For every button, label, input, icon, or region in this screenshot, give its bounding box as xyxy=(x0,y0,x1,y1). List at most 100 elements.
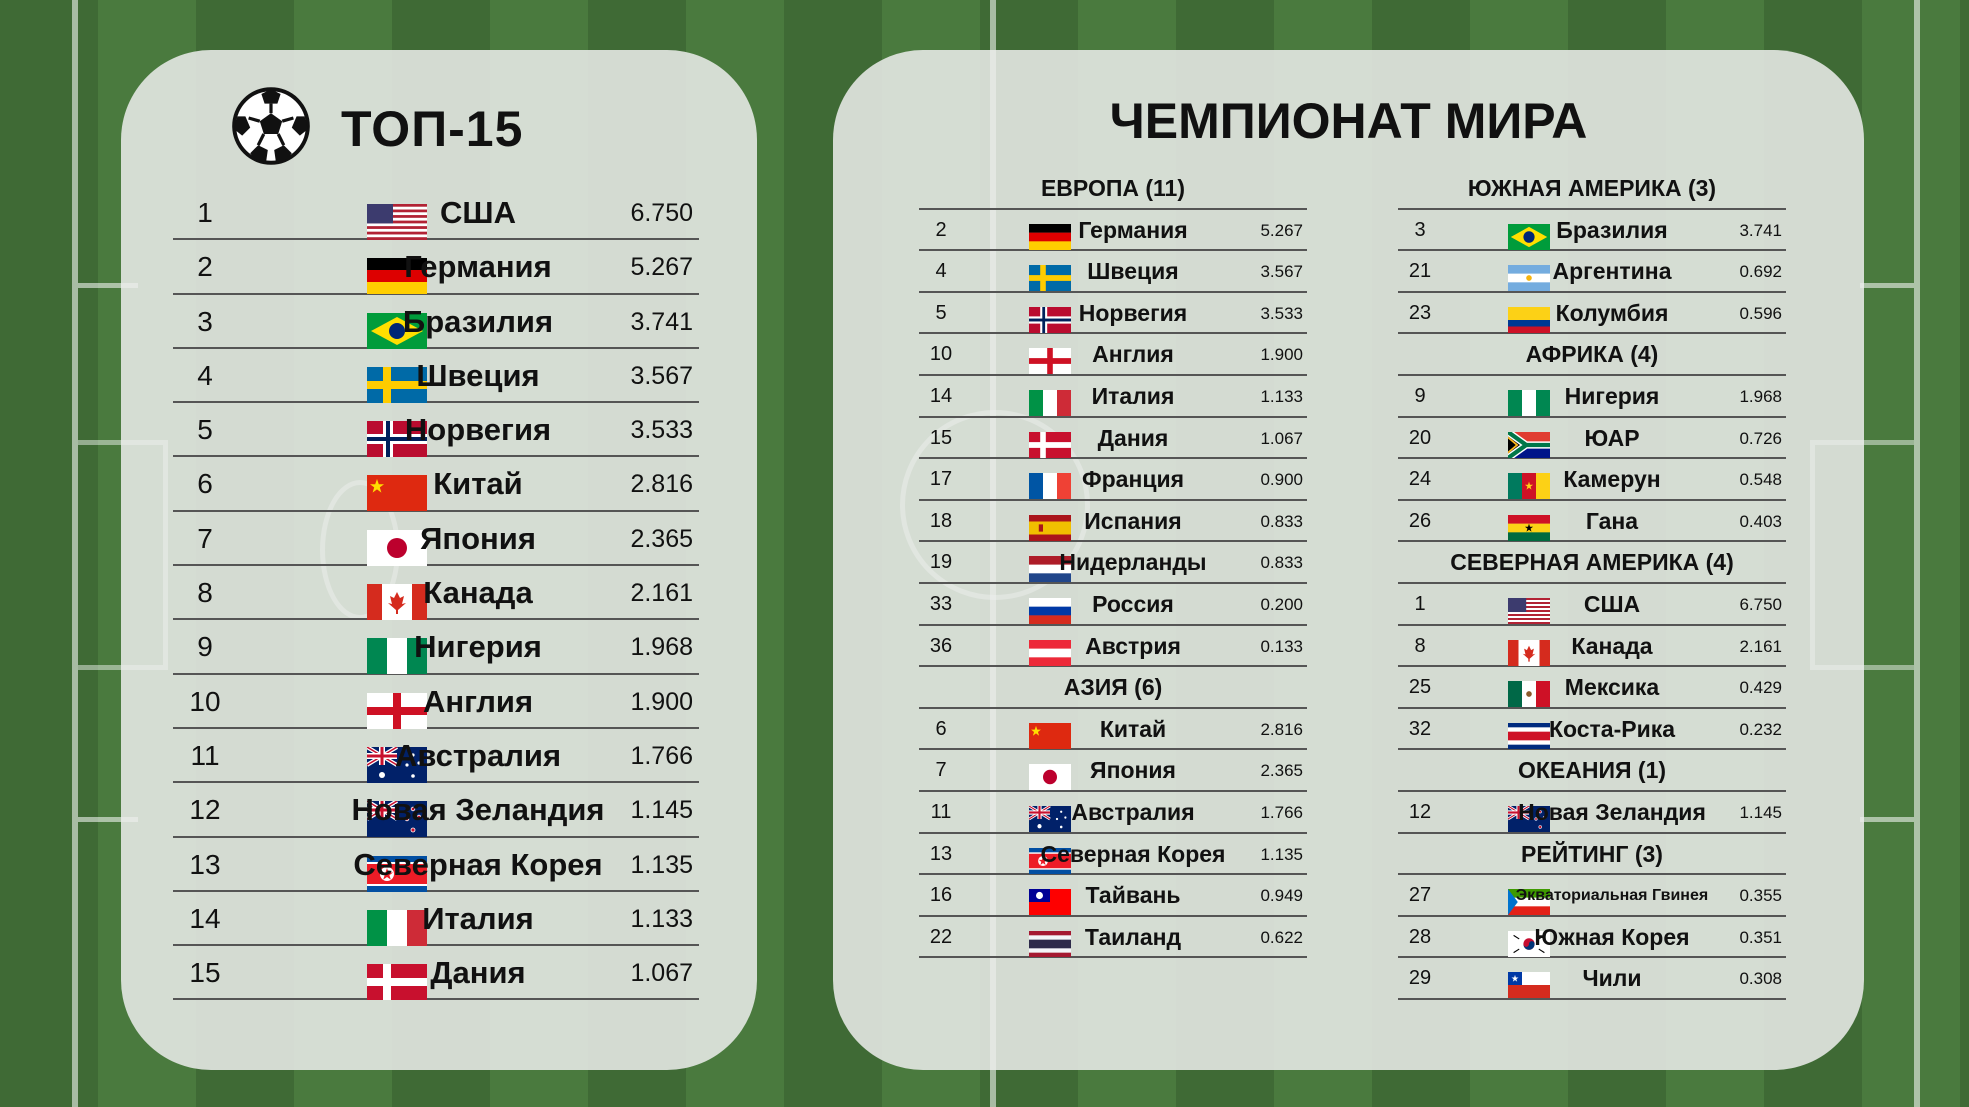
rank-cell: 10 xyxy=(189,685,221,717)
table-row: 26 Гана 0.403 xyxy=(1398,501,1786,543)
rank-cell: 27 xyxy=(1408,884,1432,907)
rating-value: 0.133 xyxy=(1260,636,1303,656)
rank-cell: 25 xyxy=(1408,676,1432,699)
country-name: Коста-Рика xyxy=(1548,715,1676,742)
rank-cell: 15 xyxy=(929,426,953,449)
rating-value: 1.968 xyxy=(630,633,693,662)
table-row: 29 Чили 0.308 xyxy=(1398,958,1786,1000)
country-name: Нигерия xyxy=(1564,382,1660,409)
country-name: ЮАР xyxy=(1584,424,1640,451)
rank-cell: 17 xyxy=(929,468,953,491)
rank-cell: 28 xyxy=(1408,925,1432,948)
country-name: Германия xyxy=(404,249,552,285)
country-name: Япония xyxy=(420,520,536,556)
brazil-flag-icon xyxy=(270,304,427,349)
country-name: Китай xyxy=(1099,715,1167,742)
rank-cell: 5 xyxy=(935,301,947,324)
south-africa-flag-icon xyxy=(1453,425,1550,458)
rank-cell: 14 xyxy=(189,902,221,934)
table-row: 11 Австралия 1.766 xyxy=(919,792,1307,834)
section-header: СЕВЕРНАЯ АМЕРИКА (4) xyxy=(1398,542,1786,584)
rating-value: 2.816 xyxy=(630,470,693,499)
section-header: АЗИЯ (6) xyxy=(919,667,1307,709)
table-row: 15 Дания 1.067 xyxy=(919,418,1307,460)
rating-value: 0.833 xyxy=(1260,553,1303,573)
denmark-flag-icon xyxy=(974,425,1071,458)
rank-cell: 12 xyxy=(1408,800,1432,823)
rank-cell: 11 xyxy=(190,739,220,771)
rating-value: 0.548 xyxy=(1739,470,1782,490)
rank-cell: 15 xyxy=(189,957,221,989)
country-name: Северная Корея xyxy=(353,846,603,882)
country-name: Япония xyxy=(1090,757,1176,784)
table-row: 13 Северная Корея 1.135 xyxy=(919,834,1307,876)
table-row: 33 Россия 0.200 xyxy=(919,584,1307,626)
country-name: Канада xyxy=(1571,632,1653,659)
rank-cell: 1 xyxy=(197,197,213,228)
table-row: 1 США 6.750 xyxy=(1398,584,1786,626)
rating-value: 1.145 xyxy=(1739,802,1782,822)
usa-flag-icon xyxy=(270,195,427,240)
table-row: 16 Тайвань 0.949 xyxy=(919,875,1307,917)
pitch-line-right xyxy=(1914,0,1920,1107)
table-row: 12 Новая Зеландия 1.145 xyxy=(1398,792,1786,834)
thailand-flag-icon xyxy=(974,924,1071,957)
rating-value: 0.833 xyxy=(1260,511,1303,531)
canada-flag-icon xyxy=(1453,633,1550,666)
pitch-line-h-right xyxy=(1860,283,1914,288)
rating-value: 2.161 xyxy=(630,579,693,608)
rank-cell: 23 xyxy=(1408,301,1432,324)
rating-value: 1.766 xyxy=(630,741,693,770)
sweden-flag-icon xyxy=(270,358,427,403)
table-row: 6 Китай 2.816 xyxy=(919,709,1307,751)
rating-value: 1.067 xyxy=(1260,428,1303,448)
rating-value: 5.267 xyxy=(630,253,693,282)
sweden-flag-icon xyxy=(974,258,1071,292)
austria-flag-icon xyxy=(974,633,1071,666)
chile-flag-icon xyxy=(1453,965,1550,999)
argentina-flag-icon xyxy=(1453,258,1550,292)
rank-cell: 8 xyxy=(197,577,213,609)
rating-value: 3.567 xyxy=(630,361,693,390)
table-row: 10 Англия 1.900 xyxy=(173,675,699,729)
table-row: 21 Аргентина 0.692 xyxy=(1398,251,1786,293)
table-row: 13 Северная Корея 1.135 xyxy=(173,838,699,892)
rating-value: 1.968 xyxy=(1739,386,1782,406)
colombia-flag-icon xyxy=(1453,300,1550,333)
section-header: РЕЙТИНГ (3) xyxy=(1398,834,1786,876)
table-row: 14 Италия 1.133 xyxy=(173,892,699,947)
section-header: АФРИКА (4) xyxy=(1398,334,1786,376)
france-flag-icon xyxy=(974,466,1071,500)
country-name: Новая Зеландия xyxy=(1518,798,1706,825)
table-row: 2 Германия 5.267 xyxy=(173,240,699,295)
table-row: 18 Испания 0.833 xyxy=(919,501,1307,543)
table-row: 22 Таиланд 0.622 xyxy=(919,917,1307,959)
rating-value: 3.533 xyxy=(1260,303,1303,323)
cameroon-flag-icon xyxy=(1453,466,1550,500)
country-name: Австралия xyxy=(1071,798,1195,825)
north-korea-flag-icon xyxy=(974,841,1071,874)
table-row: 25 Мексика 0.429 xyxy=(1398,667,1786,709)
table-row: 6 Китай 2.816 xyxy=(173,457,699,512)
top-15-table: 1 США 6.750 2 Германия 5.267 3 Бразилия 3.741 4 Шв… xyxy=(173,186,699,1001)
rating-value: 0.351 xyxy=(1739,927,1782,947)
table-row: 8 Канада 2.161 xyxy=(1398,626,1786,668)
table-row: 9 Нигерия 1.968 xyxy=(173,620,699,675)
equatorial-guinea-flag-icon xyxy=(1453,882,1550,916)
rating-value: 0.308 xyxy=(1739,969,1782,989)
rank-cell: 16 xyxy=(929,884,953,907)
country-name: Англия xyxy=(422,683,534,719)
japan-flag-icon xyxy=(974,757,1071,791)
germany-flag-icon xyxy=(974,217,1071,250)
rating-value: 0.403 xyxy=(1739,511,1782,531)
netherlands-flag-icon xyxy=(974,549,1071,583)
country-name: Италия xyxy=(422,900,534,936)
section-header: ЕВРОПА (11) xyxy=(919,168,1307,210)
australia-flag-icon xyxy=(974,799,1071,832)
rank-cell: 14 xyxy=(929,384,953,407)
rating-value: 0.200 xyxy=(1260,594,1303,614)
table-row: 23 Колумбия 0.596 xyxy=(1398,293,1786,335)
table-row: 36 Австрия 0.133 xyxy=(919,626,1307,668)
rank-cell: 10 xyxy=(929,343,953,366)
table-row: 8 Канада 2.161 xyxy=(173,566,699,621)
